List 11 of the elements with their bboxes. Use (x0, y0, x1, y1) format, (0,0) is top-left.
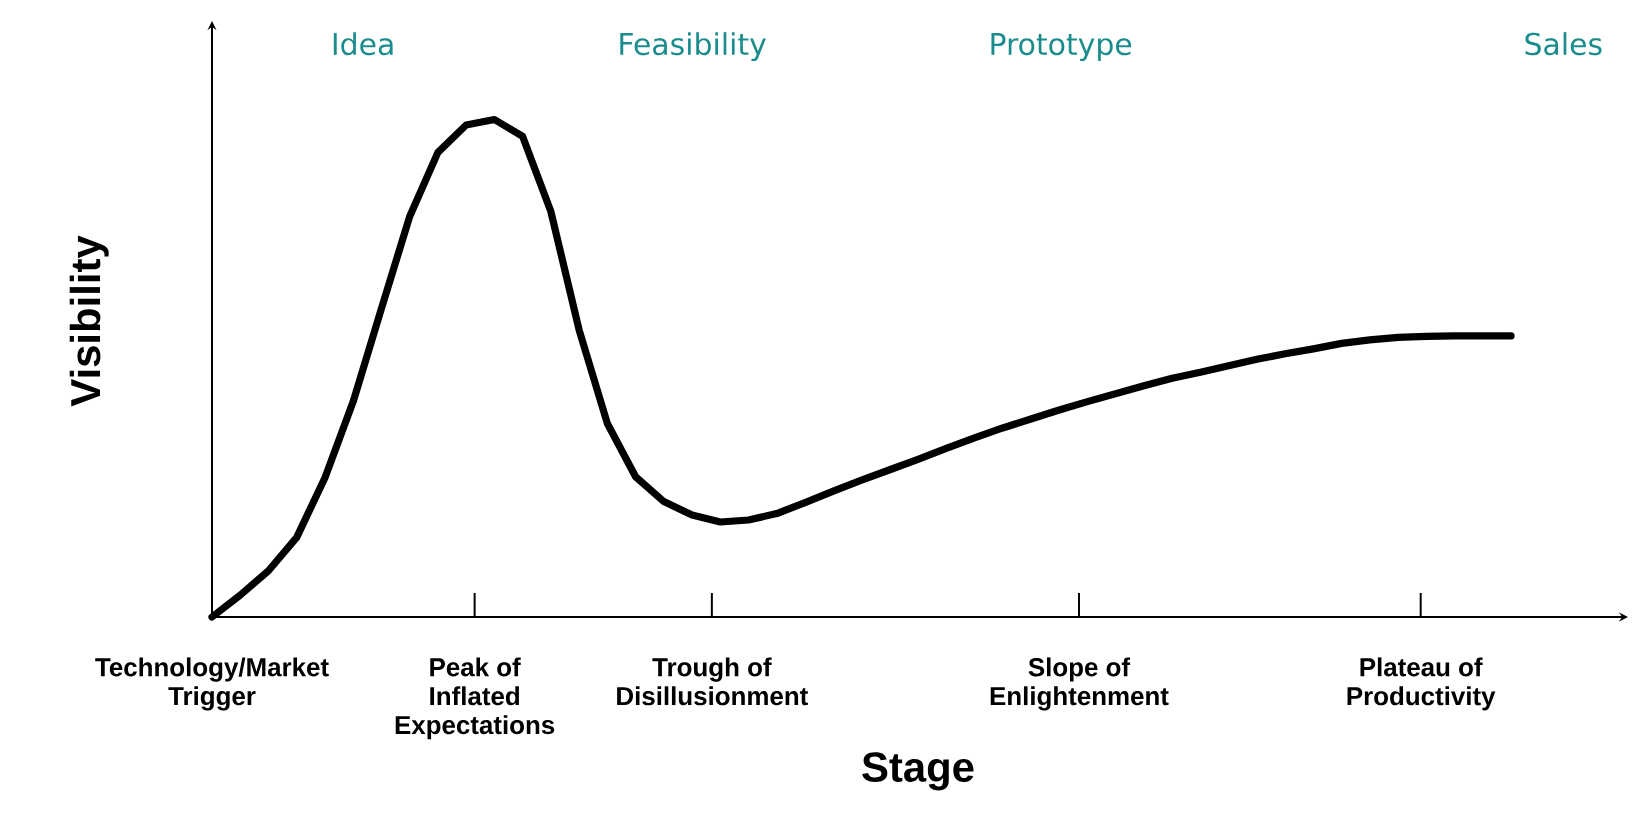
text: Prototype (991, 33, 1132, 62)
text: Slope of Enlightenment (990, 657, 1169, 711)
x-axis-title: Stage (862, 752, 974, 791)
text: Plateau of Productivity (1347, 657, 1496, 711)
text: Trough of Disillusionment (617, 657, 808, 706)
text: Feasibility (620, 32, 766, 62)
text: Idea (333, 32, 393, 56)
y-axis-title: Visibility (69, 235, 109, 407)
text: Technology/Market Trigger (95, 657, 329, 711)
text: Sales (1525, 32, 1602, 56)
text: Peak of Inflated Expectations (395, 657, 555, 740)
